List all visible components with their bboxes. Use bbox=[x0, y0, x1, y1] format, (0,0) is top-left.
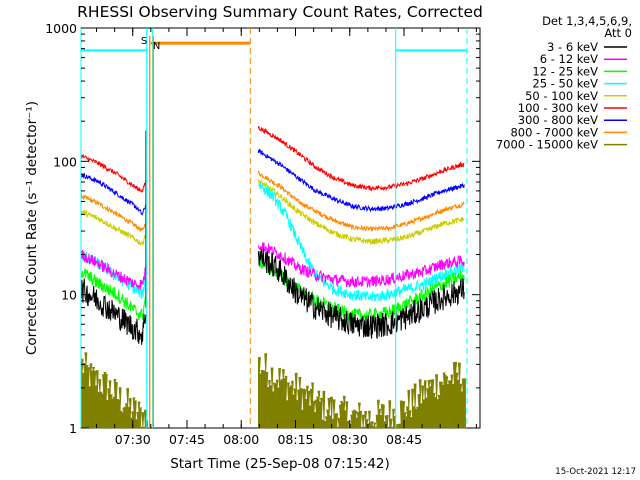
series-line-50-100-keV-1 bbox=[80, 208, 147, 247]
x-tick-label: 08:45 bbox=[386, 432, 422, 447]
series-9-segment-1 bbox=[80, 352, 149, 429]
x-axis-label: Start Time (25-Sep-08 07:15:42) bbox=[170, 456, 390, 472]
y-tick-label: 1000 bbox=[45, 21, 77, 36]
legend-label: 7000 - 15000 keV bbox=[496, 138, 598, 152]
series-line-800-7000-keV-1 bbox=[80, 193, 147, 232]
legend-label: 100 - 300 keV bbox=[518, 101, 598, 115]
legend-label: 800 - 7000 keV bbox=[510, 125, 598, 139]
y-tick-label: 100 bbox=[53, 154, 77, 169]
series-line-6-12-keV-2 bbox=[257, 242, 465, 288]
y-axis-ticks: 1 10 100 1000 bbox=[45, 21, 480, 436]
series-line-12-25-keV-1 bbox=[80, 268, 147, 321]
y-tick-label: 10 bbox=[61, 288, 77, 303]
x-axis-ticks: 07:30 07:45 08:00 08:15 08:30 08:45 bbox=[96, 28, 477, 447]
x-tick-label: 08:15 bbox=[277, 432, 313, 447]
saa-marker-label: S bbox=[141, 36, 147, 47]
timestamp-footer: 15-Oct-2021 12:17 bbox=[555, 467, 636, 477]
legend-header-line-1: Det 1,3,4,5,6,9, bbox=[542, 14, 632, 28]
series-line-6-12-keV-1 bbox=[80, 249, 147, 290]
legend-label: 6 - 12 keV bbox=[540, 52, 598, 66]
night-marker-label: N bbox=[153, 41, 160, 52]
x-tick-label: 08:30 bbox=[332, 432, 368, 447]
series-9-segment-2 bbox=[258, 353, 466, 429]
y-axis-label: Corrected Count Rate (s⁻¹ detector⁻¹) bbox=[24, 101, 40, 355]
series-line-3-6-keV-2 bbox=[257, 247, 465, 340]
legend-label: 12 - 25 keV bbox=[532, 64, 598, 78]
x-tick-label: 07:30 bbox=[115, 432, 151, 447]
legend-label: 300 - 800 keV bbox=[518, 113, 598, 127]
legend-label: 3 - 6 keV bbox=[547, 40, 598, 54]
y-tick-label: 1 bbox=[69, 421, 77, 436]
series-line-50-100-keV-2 bbox=[257, 179, 465, 245]
x-tick-label: 08:00 bbox=[223, 432, 259, 447]
series-line-100-300-keV-2 bbox=[257, 125, 465, 193]
legend-label: 25 - 50 keV bbox=[532, 77, 598, 91]
legend-header-line-2: Att 0 bbox=[604, 26, 632, 40]
legend-label: 50 - 100 keV bbox=[525, 89, 598, 103]
series-line-100-300-keV-1 bbox=[80, 153, 147, 194]
x-tick-label: 07:45 bbox=[169, 432, 205, 447]
series-line-300-800-keV-1 bbox=[80, 172, 147, 216]
series-line-800-7000-keV-2 bbox=[257, 169, 465, 232]
chart-title: RHESSI Observing Summary Count Rates, Co… bbox=[77, 3, 483, 21]
series-line-3-6-keV-1 bbox=[80, 278, 147, 345]
series-line-300-800-keV-2 bbox=[257, 148, 465, 213]
